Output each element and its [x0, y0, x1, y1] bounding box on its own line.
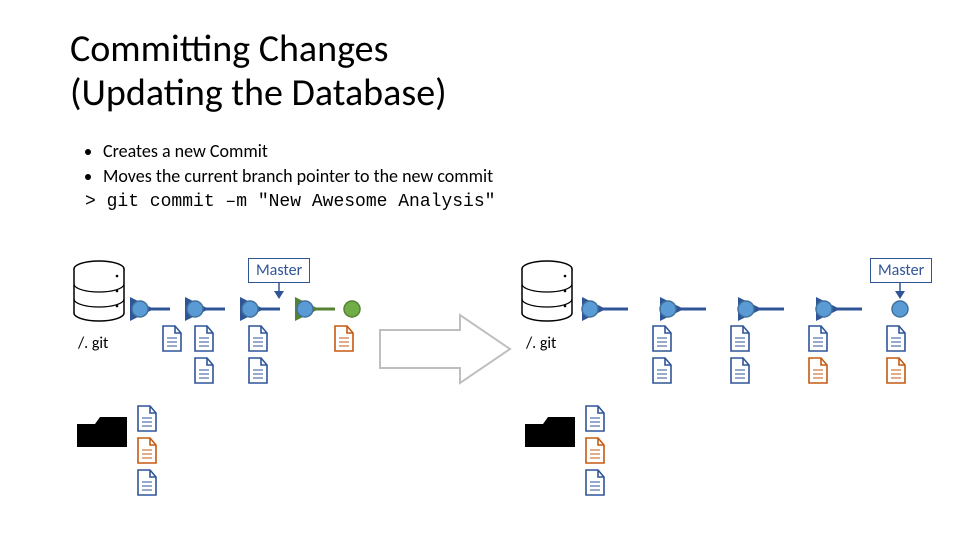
file-icon-changed: [884, 356, 908, 386]
bullet-item: Creates a new Commit: [103, 140, 493, 162]
file-icon-new: [332, 324, 356, 354]
bullet-list: Creates a new Commit Moves the current b…: [85, 140, 493, 190]
file-icon-changed: [806, 356, 830, 386]
master-branch-label: Master: [248, 258, 310, 283]
file-icon-changed: [135, 436, 159, 466]
file-icon: [728, 324, 752, 354]
db-label: /. git: [526, 334, 556, 353]
bullet-item: Moves the current branch pointer to the …: [103, 165, 493, 187]
transition-arrow: [375, 310, 515, 388]
commit-node: [892, 301, 908, 317]
db-label: /. git: [78, 334, 108, 353]
database-icon: [520, 260, 574, 330]
commit-node: [582, 301, 598, 317]
file-icon: [650, 324, 674, 354]
title-line-2: (Updating the Database): [70, 70, 447, 116]
file-icon: [583, 404, 607, 434]
file-icon: [650, 356, 674, 386]
file-icon-changed: [583, 436, 607, 466]
commit-chain: [130, 296, 370, 322]
database-icon: [72, 260, 126, 330]
file-icon: [192, 324, 216, 354]
commit-node: [816, 301, 832, 317]
folder-icon: [523, 412, 577, 452]
commit-node: [660, 301, 676, 317]
commit-node: [297, 301, 313, 317]
file-icon: [192, 356, 216, 386]
commit-node: [132, 301, 148, 317]
commit-node: [187, 301, 203, 317]
commit-node: [242, 301, 258, 317]
commit-node-new: [344, 301, 360, 317]
folder-icon: [75, 412, 129, 452]
file-icon: [806, 324, 830, 354]
file-icon: [728, 356, 752, 386]
file-icon: [246, 324, 270, 354]
title-line-1: Committing Changes: [70, 26, 388, 72]
file-icon: [135, 404, 159, 434]
command-line: > git commit –m "New Awesome Analysis": [85, 192, 495, 212]
file-icon: [135, 468, 159, 498]
commit-chain: [578, 296, 918, 322]
file-icon: [583, 468, 607, 498]
file-icon: [246, 356, 270, 386]
master-branch-label: Master: [870, 258, 932, 283]
commit-node: [738, 301, 754, 317]
file-icon: [160, 324, 184, 354]
slide-title: Committing Changes (Updating the Databas…: [70, 28, 447, 115]
file-icon: [884, 324, 908, 354]
